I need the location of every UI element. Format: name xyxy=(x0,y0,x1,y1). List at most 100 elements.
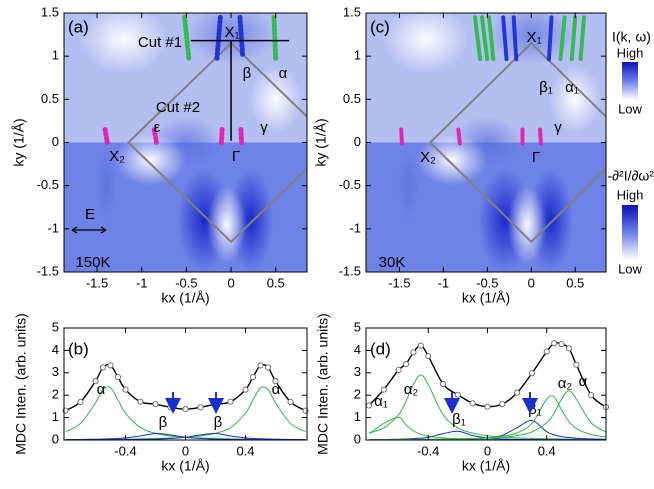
annotation: Γ xyxy=(232,148,240,165)
data-point xyxy=(417,342,424,349)
series-label: α xyxy=(97,381,106,398)
colorbar-low: Low xyxy=(618,261,642,276)
annotation: γ xyxy=(554,119,562,136)
y-tick-label: 4 xyxy=(52,342,59,357)
map-feature xyxy=(186,13,276,65)
y-tick-label: 0.5 xyxy=(41,91,59,106)
map-feature xyxy=(79,13,169,74)
y-tick-label: 2 xyxy=(354,387,361,402)
x-tick-label: -0.4 xyxy=(114,443,136,458)
dispersion xyxy=(501,15,509,63)
panel-label: (b) xyxy=(68,339,89,358)
x-tick-label: -1.5 xyxy=(86,275,108,290)
y-tick-label: -0.5 xyxy=(339,177,361,192)
dispersion xyxy=(558,15,567,63)
brillouin-zone xyxy=(126,41,307,244)
y-tick-label: 1.5 xyxy=(41,4,59,19)
annotation: α₁ xyxy=(565,79,579,96)
annotation: 150K xyxy=(75,254,110,271)
dispersion xyxy=(511,15,519,63)
annotation: X₁ xyxy=(224,24,239,41)
frame xyxy=(365,327,607,441)
data-point xyxy=(249,374,257,381)
e-arrow xyxy=(71,226,107,234)
y-tick-label: -1.5 xyxy=(37,263,59,278)
data-point xyxy=(197,404,204,411)
x-tick-label: 0.5 xyxy=(267,275,285,290)
colorbar xyxy=(622,62,638,100)
y-tick-label: 0 xyxy=(52,134,59,149)
y-axis-label: ky (1/Å) xyxy=(313,118,329,166)
x-axis-label: kx (1/Å) xyxy=(161,290,209,306)
annotation: X₁ xyxy=(526,29,541,46)
y-tick-label: -0.5 xyxy=(37,177,59,192)
data-point xyxy=(402,361,410,368)
x-tick-label: 0 xyxy=(182,443,189,458)
y-tick-label: 0 xyxy=(354,431,361,446)
y-tick-label: 5 xyxy=(52,319,59,334)
map-feature xyxy=(548,64,602,134)
annotation: E xyxy=(85,206,95,223)
series-label: α₁ xyxy=(374,393,388,410)
data-point xyxy=(454,391,461,398)
y-tick-label: 1 xyxy=(52,409,59,424)
data-point xyxy=(99,364,107,371)
y-tick-label: 4 xyxy=(354,342,361,357)
data-point xyxy=(484,403,491,410)
data-point xyxy=(77,398,84,405)
dispersion xyxy=(569,15,578,63)
series-label: β₁ xyxy=(452,411,466,428)
y-tick-label: 0 xyxy=(354,134,361,149)
y-tick-label: 3 xyxy=(354,364,361,379)
colorbar-low: Low xyxy=(618,101,642,116)
dispersion xyxy=(237,14,246,59)
panel-label: (c) xyxy=(370,17,390,36)
x-axis-label: kx (1/Å) xyxy=(462,458,510,474)
panel-label: (a) xyxy=(68,17,89,36)
y-tick-label: 1 xyxy=(354,409,361,424)
dispersion xyxy=(538,127,543,148)
dispersion xyxy=(578,15,587,63)
x-tick-label: -0.5 xyxy=(476,275,498,290)
map-feature xyxy=(206,185,247,264)
y-tick-label: 0.5 xyxy=(343,91,361,106)
data-point xyxy=(242,386,249,393)
data-point xyxy=(152,401,159,408)
data-point xyxy=(122,386,129,393)
data-point xyxy=(558,341,565,348)
colorbar-high: High xyxy=(617,45,644,60)
map xyxy=(366,13,606,272)
data-point xyxy=(439,380,447,388)
data-point xyxy=(114,374,122,381)
map xyxy=(64,13,307,272)
x-axis-label: kx (1/Å) xyxy=(462,290,510,306)
data-point xyxy=(272,378,279,385)
y-tick-label: 1.5 xyxy=(343,4,361,19)
dispersion xyxy=(271,14,279,63)
x-tick-label: -1.5 xyxy=(388,275,410,290)
annotation: Cut #1 xyxy=(138,34,182,51)
annotation: X₂ xyxy=(420,149,436,166)
data-point xyxy=(410,349,417,356)
data-point xyxy=(573,361,580,368)
colorbar-high: High xyxy=(617,187,644,202)
map-feature xyxy=(381,13,470,74)
data-point xyxy=(182,406,189,413)
data-point xyxy=(264,364,272,371)
dispersion xyxy=(480,15,490,63)
data-point xyxy=(543,348,550,355)
data-point xyxy=(528,370,535,377)
data-point xyxy=(499,401,506,408)
data-point xyxy=(227,398,234,405)
data-point xyxy=(425,352,432,360)
series-label: α xyxy=(579,373,588,390)
y-tick-label: 1 xyxy=(52,48,59,63)
data-point xyxy=(469,400,476,407)
dispersion xyxy=(456,127,463,148)
panel-label: (d) xyxy=(370,339,391,358)
y-axis-label: MDC Inten. (arb. units) xyxy=(13,313,29,455)
dispersion xyxy=(218,127,225,148)
annotation: X₂ xyxy=(109,148,125,165)
data-point xyxy=(395,366,402,373)
plot-area xyxy=(64,328,307,440)
